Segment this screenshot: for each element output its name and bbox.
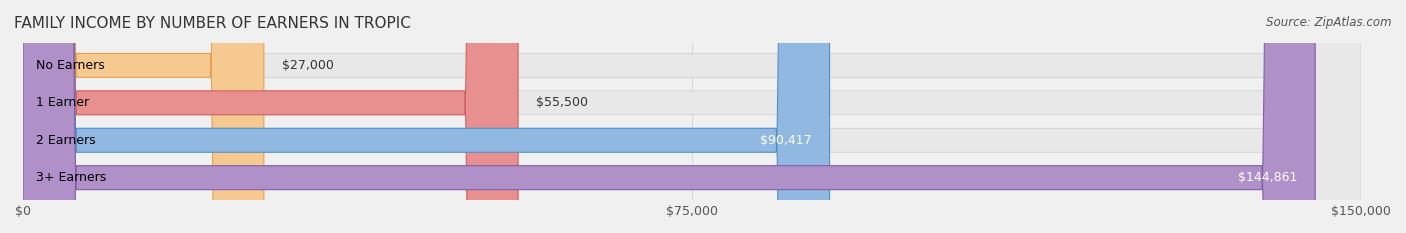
FancyBboxPatch shape bbox=[22, 0, 264, 233]
Text: 2 Earners: 2 Earners bbox=[37, 134, 96, 147]
FancyBboxPatch shape bbox=[22, 0, 1361, 233]
Text: $144,861: $144,861 bbox=[1239, 171, 1298, 184]
FancyBboxPatch shape bbox=[22, 0, 1361, 233]
Text: $55,500: $55,500 bbox=[536, 96, 588, 109]
Text: $27,000: $27,000 bbox=[281, 59, 333, 72]
Text: Source: ZipAtlas.com: Source: ZipAtlas.com bbox=[1267, 16, 1392, 29]
Text: $90,417: $90,417 bbox=[761, 134, 811, 147]
Text: 1 Earner: 1 Earner bbox=[37, 96, 90, 109]
FancyBboxPatch shape bbox=[22, 0, 1315, 233]
Text: No Earners: No Earners bbox=[37, 59, 105, 72]
FancyBboxPatch shape bbox=[22, 0, 830, 233]
FancyBboxPatch shape bbox=[22, 0, 517, 233]
FancyBboxPatch shape bbox=[22, 0, 1361, 233]
FancyBboxPatch shape bbox=[22, 0, 1361, 233]
Text: 3+ Earners: 3+ Earners bbox=[37, 171, 107, 184]
Text: FAMILY INCOME BY NUMBER OF EARNERS IN TROPIC: FAMILY INCOME BY NUMBER OF EARNERS IN TR… bbox=[14, 16, 411, 31]
